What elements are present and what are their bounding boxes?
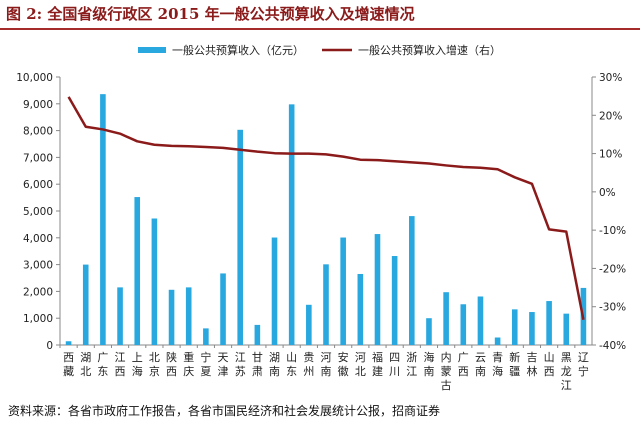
x-tick-label: 天津 bbox=[218, 351, 229, 378]
y-tick-label-right: 0% bbox=[599, 187, 616, 199]
revenue-bar bbox=[271, 237, 278, 345]
y-tick-label-right: 30% bbox=[599, 72, 622, 84]
y-tick-label-left: 10,000 bbox=[16, 72, 53, 84]
revenue-bar bbox=[323, 264, 329, 345]
y-tick-label-left: 3,000 bbox=[23, 260, 53, 272]
x-tick-label: 青海 bbox=[492, 351, 503, 378]
revenue-bar bbox=[220, 273, 226, 345]
axes: 0 1,000 2,000 3,000 4,000 5,000 6,000 7,000 8,00… bbox=[16, 72, 626, 352]
x-tick-label: 广东 bbox=[97, 351, 108, 378]
x-tick-label: 内蒙古 bbox=[441, 350, 452, 392]
revenue-bar bbox=[82, 264, 89, 345]
figure-title: 图 2: 全国省级行政区 2015 年一般公共预算收入及增速情况 bbox=[6, 5, 415, 23]
revenue-bar bbox=[117, 287, 123, 345]
revenue-bar bbox=[357, 273, 364, 345]
legend: 一般公共预算收入（亿元） 一般公共预算收入增速（右） bbox=[138, 43, 501, 57]
revenue-bar bbox=[340, 237, 346, 345]
y-tick-label-left: 5,000 bbox=[23, 206, 53, 218]
x-tick-label: 辽宁 bbox=[578, 351, 589, 378]
revenue-bar bbox=[65, 341, 72, 345]
x-tick-label: 安徽 bbox=[338, 350, 349, 378]
x-tick-label: 福建 bbox=[372, 350, 383, 378]
revenue-bar bbox=[237, 129, 243, 345]
y-tick-label-left: 7,000 bbox=[23, 152, 53, 164]
x-tick-label: 浙江 bbox=[406, 351, 417, 378]
legend-bar-swatch bbox=[138, 47, 166, 53]
revenue-bar bbox=[185, 287, 192, 345]
y-tick-label-right: 10% bbox=[599, 149, 622, 161]
y-tick-label-left: 9,000 bbox=[23, 99, 53, 111]
x-tick-label: 山西 bbox=[544, 351, 555, 378]
revenue-bar bbox=[254, 324, 261, 345]
growth-line-series bbox=[67, 96, 585, 320]
x-tick-label: 西藏 bbox=[63, 351, 74, 378]
revenue-bar bbox=[494, 337, 501, 345]
y-tick-label-left: 6,000 bbox=[23, 179, 53, 191]
revenue-bar bbox=[460, 304, 467, 345]
revenue-bar bbox=[477, 296, 484, 345]
y-tick-label-left: 8,000 bbox=[23, 126, 53, 138]
x-tick-label: 吉林 bbox=[526, 351, 537, 378]
x-tick-label: 山东 bbox=[286, 351, 297, 378]
x-tick-label: 重庆 bbox=[183, 350, 194, 378]
revenue-bar bbox=[100, 94, 106, 346]
x-tick-label: 北京 bbox=[149, 351, 160, 378]
title-divider bbox=[0, 28, 640, 30]
revenue-bar bbox=[151, 218, 158, 345]
x-tick-label: 河南 bbox=[321, 351, 332, 378]
category-labels: 西藏湖北广东江西上海北京陕西重庆宁夏天津江苏甘肃湖南山东贵州河南安徽河北福建四川… bbox=[59, 345, 589, 392]
x-tick-label: 湖北 bbox=[80, 351, 91, 378]
revenue-bar bbox=[426, 318, 432, 345]
y-tick-label-right: -30% bbox=[599, 302, 626, 314]
y-tick-label-right: -40% bbox=[599, 340, 626, 352]
y-tick-label-right: -20% bbox=[599, 263, 626, 275]
x-tick-label: 甘肃 bbox=[252, 351, 263, 378]
revenue-bar bbox=[374, 234, 381, 345]
revenue-bar bbox=[443, 292, 449, 345]
x-tick-label: 海南 bbox=[423, 350, 434, 378]
x-tick-label: 陕西 bbox=[166, 350, 177, 378]
revenue-bar bbox=[203, 328, 209, 345]
revenue-bar bbox=[134, 197, 141, 345]
revenue-bar bbox=[546, 301, 552, 345]
revenue-bar bbox=[409, 216, 415, 345]
revenue-bar bbox=[168, 289, 175, 345]
bar-series bbox=[65, 94, 587, 346]
x-tick-label: 新疆 bbox=[509, 350, 520, 378]
x-tick-label: 黑龙江 bbox=[561, 351, 572, 392]
x-tick-label: 河北 bbox=[355, 351, 366, 378]
legend-bar-label: 一般公共预算收入（亿元） bbox=[172, 43, 304, 57]
y-tick-label-left: 1,000 bbox=[23, 313, 53, 325]
y-tick-label-right: 20% bbox=[599, 110, 622, 122]
revenue-bar bbox=[288, 104, 295, 345]
revenue-bar bbox=[529, 312, 535, 345]
x-tick-label: 云南 bbox=[475, 351, 486, 378]
y-tick-label-left: 4,000 bbox=[23, 233, 53, 245]
x-tick-label: 广西 bbox=[458, 351, 469, 378]
growth-line bbox=[67, 96, 585, 320]
x-tick-label: 江苏 bbox=[235, 351, 246, 378]
y-tick-label-left: 0 bbox=[46, 340, 53, 352]
chart-area: 一般公共预算收入（亿元） 一般公共预算收入增速（右） 0 1,000 2,000 3,… bbox=[16, 43, 626, 392]
x-tick-label: 四川 bbox=[389, 351, 400, 378]
revenue-bar bbox=[306, 304, 312, 345]
revenue-bar bbox=[563, 313, 570, 345]
revenue-bar bbox=[391, 256, 398, 345]
legend-line-label: 一般公共预算收入增速（右） bbox=[358, 43, 501, 57]
x-tick-label: 贵州 bbox=[303, 351, 314, 378]
source-note: 资料来源：各省市政府工作报告，各省市国民经济和社会发展统计公报，招商证券 bbox=[8, 404, 441, 418]
x-tick-label: 江西 bbox=[115, 351, 126, 378]
x-tick-label: 湖南 bbox=[269, 351, 280, 378]
y-tick-label-right: -10% bbox=[599, 225, 626, 237]
x-tick-label: 上海 bbox=[132, 351, 143, 378]
y-tick-label-left: 2,000 bbox=[23, 286, 53, 298]
x-tick-label: 宁夏 bbox=[200, 350, 211, 378]
revenue-bar bbox=[511, 309, 518, 345]
